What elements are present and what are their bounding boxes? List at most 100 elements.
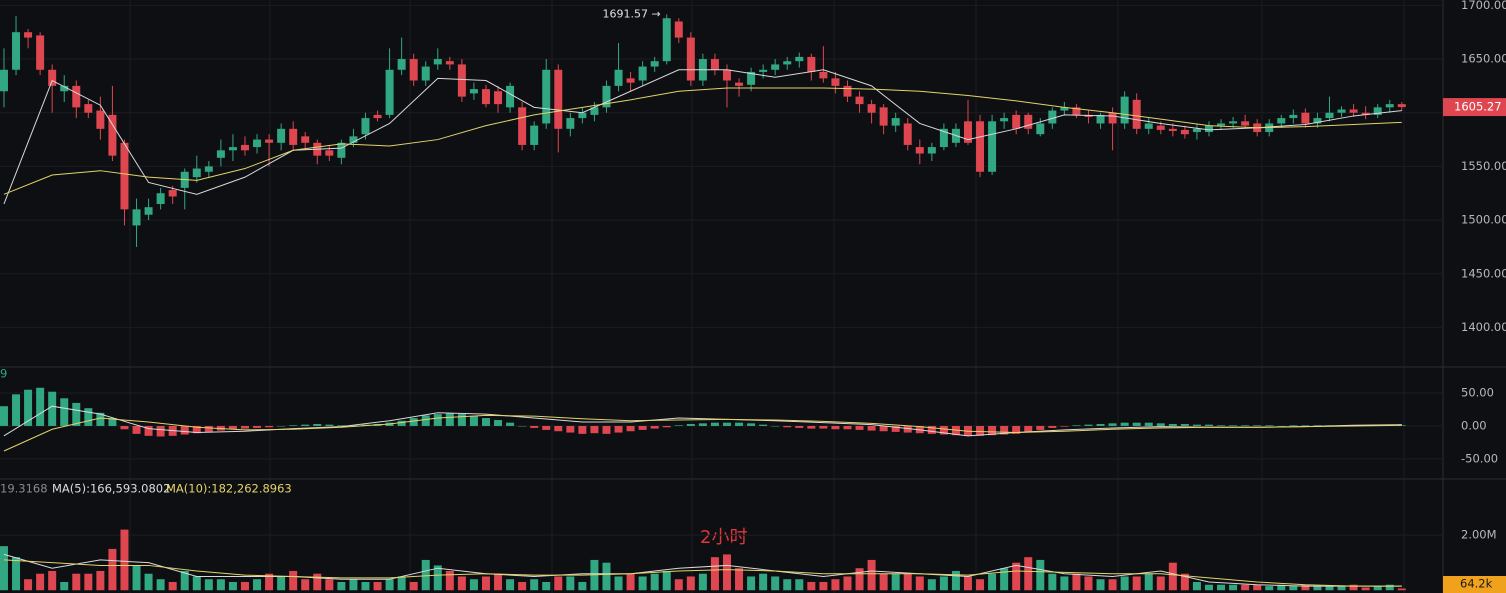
volume-bar: [1000, 568, 1009, 591]
volume-bar: [409, 581, 418, 591]
candle-body: [1180, 129, 1189, 135]
candle-body: [1337, 109, 1346, 113]
macd-bar: [421, 415, 430, 426]
volume-bar: [1012, 562, 1021, 591]
candle-body: [903, 123, 912, 145]
y-tick-label: 50.00: [1461, 386, 1494, 400]
candle-body: [1096, 114, 1105, 124]
candle-body: [807, 56, 816, 72]
volume-bar: [1072, 573, 1081, 591]
macd-bar: [1084, 424, 1093, 426]
volume-bar: [385, 579, 394, 591]
volume-bar: [578, 581, 587, 591]
macd-bar: [84, 408, 93, 426]
volume-bar: [108, 548, 117, 591]
volume-bar: [373, 581, 382, 591]
macd-bar: [1024, 425, 1033, 432]
candle-body: [228, 147, 237, 151]
macd-bar: [566, 425, 575, 433]
last-volume-label: 64.2k: [1460, 577, 1493, 591]
macd-bar: [506, 422, 515, 426]
volume-bar: [518, 581, 527, 591]
volume-bar: [240, 581, 249, 591]
macd-bar: [1132, 422, 1141, 426]
volume-bar: [747, 576, 756, 591]
candle-body: [445, 61, 454, 65]
macd-bar: [1144, 422, 1153, 426]
candle-body: [819, 71, 828, 79]
candle-body: [240, 144, 249, 151]
macd-bar: [337, 425, 346, 426]
volume-bar: [831, 579, 840, 591]
macd-bar: [795, 425, 804, 428]
volume-bar: [481, 576, 490, 591]
volume-bar: [1084, 576, 1093, 591]
candle-body: [747, 71, 756, 85]
candle-body: [578, 112, 587, 119]
volume-bar: [638, 576, 647, 591]
macd-bar: [204, 425, 213, 432]
macd-bar: [313, 423, 322, 426]
volume-bar: [1397, 588, 1406, 591]
macd-bar: [1096, 423, 1105, 426]
volume-bar: [662, 570, 671, 591]
volume-bar: [1120, 576, 1129, 591]
volume-bar: [1313, 586, 1322, 591]
macd-bar: [1192, 424, 1201, 426]
macd-bar: [819, 425, 828, 429]
volume-bar: [735, 568, 744, 591]
macd-bar: [867, 425, 876, 431]
macd-bar: [879, 425, 888, 432]
candle-body: [1325, 112, 1334, 119]
volume-bar: [1241, 584, 1250, 591]
macd-bar: [253, 425, 262, 428]
macd-bar: [1301, 425, 1310, 426]
macd-bar: [1168, 423, 1177, 426]
interval-watermark: 2小时: [700, 527, 747, 548]
candle-body: [1168, 128, 1177, 131]
macd-bar: [1108, 423, 1117, 426]
volume-bar: [1048, 573, 1057, 591]
candle-body: [530, 125, 539, 145]
volume-bar: [313, 573, 322, 591]
macd-bar: [759, 424, 768, 426]
candle-body: [1120, 96, 1129, 124]
volume-bar: [927, 579, 936, 591]
volume-bar: [120, 529, 129, 591]
candle-body: [60, 85, 69, 92]
candle-body: [409, 59, 418, 81]
candle-body: [457, 64, 466, 97]
macd-bar: [120, 425, 129, 430]
candle-body: [84, 104, 93, 113]
macd-bar: [12, 394, 21, 426]
macd-bar: [831, 425, 840, 430]
macd-bar: [1277, 425, 1286, 427]
y-tick-label: -50.00: [1461, 451, 1498, 465]
candle-body: [638, 66, 647, 81]
volume-bar: [421, 559, 430, 591]
candle-body: [795, 56, 804, 62]
macd-bar: [903, 425, 912, 433]
macd-bar: [156, 425, 165, 437]
macd-legend: 9: [0, 367, 7, 381]
candle-body: [590, 107, 599, 115]
last-price-label: 1605.27: [1454, 100, 1502, 114]
macd-bar: [180, 425, 189, 435]
candle-body: [710, 59, 719, 70]
volume-bar: [698, 573, 707, 591]
macd-line: [3, 405, 1402, 437]
candle-body: [1060, 107, 1069, 111]
candle-body: [735, 82, 744, 86]
macd-bar: [927, 425, 936, 434]
volume-bar: [144, 573, 153, 591]
volume-bar: [602, 562, 611, 591]
macd-bar: [662, 425, 671, 428]
macd-bar: [1265, 425, 1274, 426]
candle-body: [1289, 114, 1298, 119]
volume-ma-line: [3, 559, 1402, 587]
macd-bar: [1217, 425, 1226, 426]
volume-bar: [614, 576, 623, 591]
volume-bar: [759, 573, 768, 591]
